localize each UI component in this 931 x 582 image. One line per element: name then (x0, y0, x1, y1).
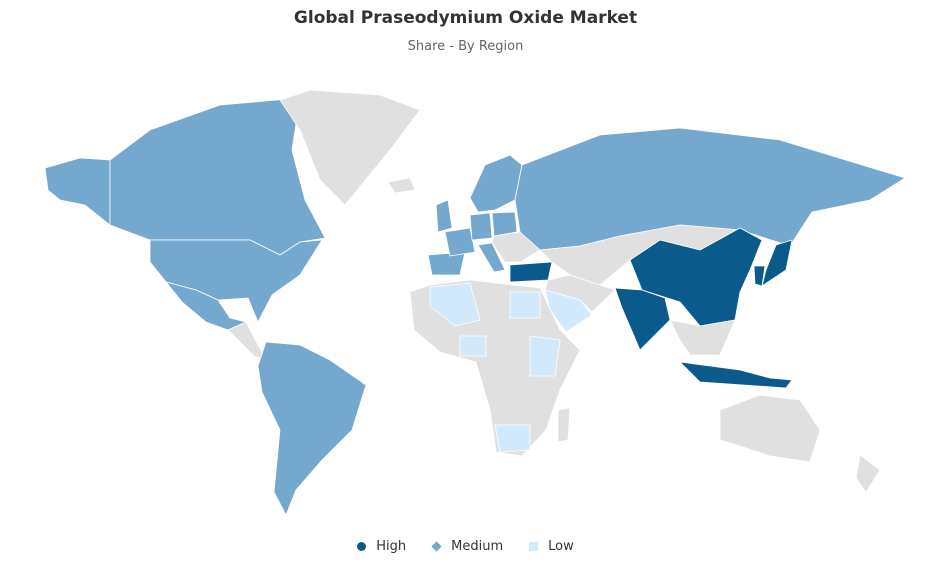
legend-item-low[interactable]: Low (529, 539, 574, 554)
region-united-states[interactable]: United States (149, 239, 323, 323)
legend-label: High (376, 539, 407, 554)
region-italy[interactable]: Italy (477, 242, 506, 273)
region-turkey[interactable]: Turkey (509, 261, 553, 283)
legend-item-high[interactable]: High (357, 539, 406, 554)
region-china[interactable]: China (629, 227, 763, 327)
region-australia[interactable]: Australia (719, 394, 821, 463)
circle-marker-icon (357, 542, 367, 551)
region-madagascar[interactable]: Madagascar (557, 407, 571, 443)
region-central-america[interactable]: Central America (227, 321, 267, 361)
region-south-africa[interactable]: South Africa (494, 424, 531, 453)
region-germany[interactable]: Germany (469, 212, 493, 241)
chart-title: Global Praseodymium Oxide Market (293, 8, 638, 28)
legend-item-medium[interactable]: Medium (431, 539, 504, 554)
region-south-america[interactable]: South America (257, 341, 367, 516)
region-algeria[interactable]: Algeria (429, 282, 481, 327)
region-poland[interactable]: Poland (491, 211, 518, 237)
region-canada[interactable]: Canada (109, 97, 326, 256)
region-nigeria[interactable]: Nigeria (459, 335, 487, 357)
world-map: Alaska (USA)CanadaUnited StatesMexicoGre… (44, 89, 906, 516)
region-india[interactable]: India (614, 287, 671, 351)
diamond-marker-icon (431, 541, 442, 552)
square-marker-icon (529, 542, 539, 551)
chart-subtitle: Share - By Region (407, 39, 524, 54)
region-alaska-usa-[interactable]: Alaska (USA) (44, 157, 111, 226)
region-france[interactable]: France (444, 227, 476, 257)
legend-label: Medium (451, 539, 504, 554)
region-new-zealand[interactable]: New Zealand (855, 454, 881, 493)
legend: High Medium Low (0, 539, 931, 554)
legend-label: Low (548, 539, 574, 554)
region-spain-portugal[interactable]: Spain & Portugal (427, 251, 466, 276)
region-south-korea[interactable]: South Korea (753, 265, 766, 287)
region-iceland[interactable]: Iceland (387, 177, 416, 194)
region-southeast-asia[interactable]: Southeast Asia (669, 319, 736, 356)
region-united-kingdom[interactable]: United Kingdom (435, 199, 453, 233)
region-ethiopia-kenya[interactable]: Ethiopia & Kenya (529, 335, 561, 377)
region-greenland[interactable]: Greenland (279, 89, 421, 206)
region-indonesia[interactable]: Indonesia (679, 361, 793, 389)
region-scandinavia[interactable]: Scandinavia (469, 154, 523, 213)
region-egypt[interactable]: Egypt (509, 291, 541, 319)
region-japan[interactable]: Japan (761, 239, 793, 287)
